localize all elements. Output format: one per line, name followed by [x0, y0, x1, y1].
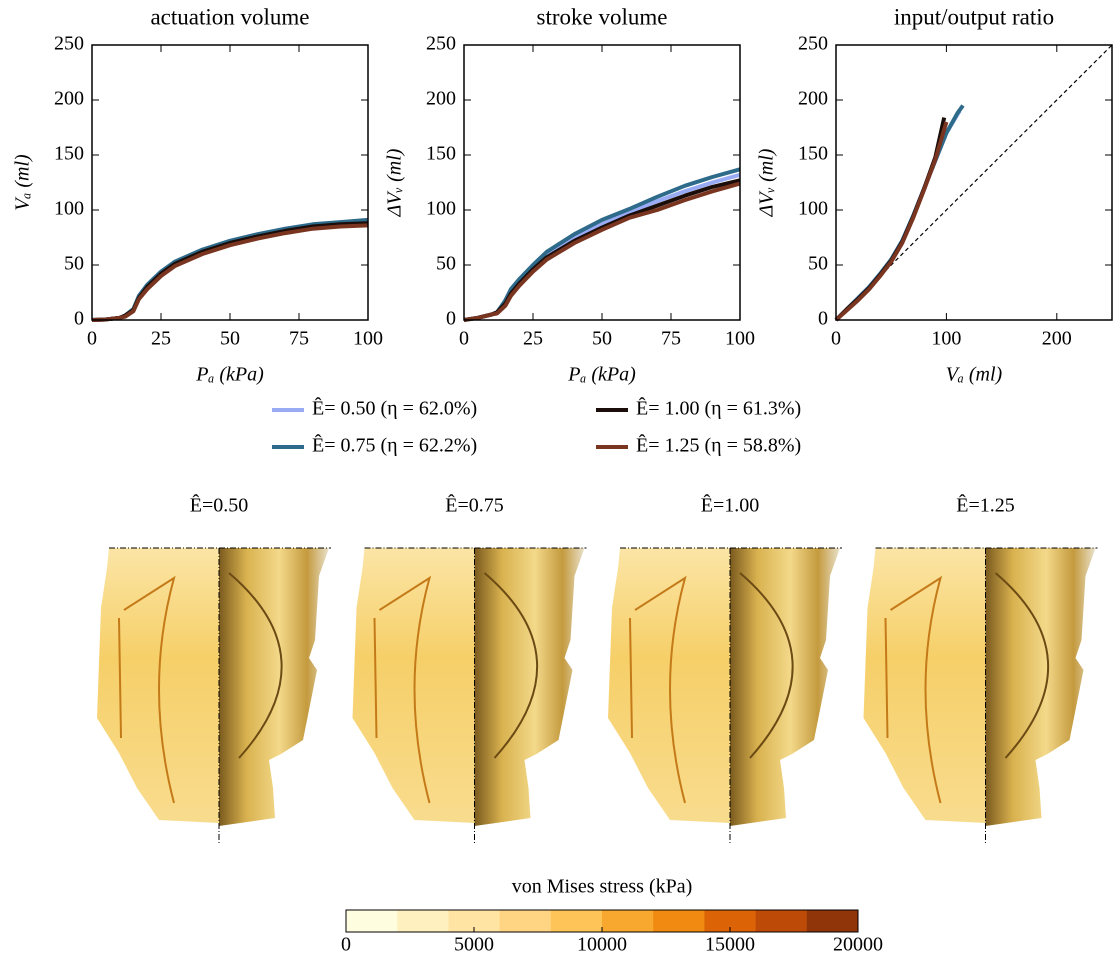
panel-title: Ê=1.25 [956, 494, 1015, 517]
colorbar-bin [551, 910, 603, 932]
legend-label: Ê= 0.50 (η = 62.0%) [312, 397, 477, 420]
chart-title: actuation volume [150, 4, 309, 29]
x-tick-label: 0 [87, 328, 97, 350]
colorbar-bin [397, 910, 449, 932]
x-tick-label: 50 [592, 328, 612, 350]
panel-title: Ê=1.00 [701, 494, 760, 517]
x-tick-label: 75 [289, 328, 309, 350]
data-line [92, 223, 368, 320]
x-tick-label: 25 [151, 328, 171, 350]
y-tick-label: 0 [74, 308, 84, 330]
y-tick-label: 200 [798, 88, 828, 110]
chart-title: input/output ratio [894, 4, 1054, 29]
y-tick-label: 50 [436, 253, 456, 275]
colorbar-tick-label: 5000 [454, 934, 494, 956]
y-axis-label: Vₐ (ml) [12, 154, 34, 211]
colorbar-bin [807, 910, 859, 932]
x-tick-label: 0 [459, 328, 469, 350]
y-tick-label: 200 [426, 88, 456, 110]
x-axis-label: Pₐ (kPa) [195, 364, 264, 386]
x-tick-label: 100 [931, 328, 961, 350]
y-tick-label: 100 [54, 198, 84, 220]
colorbar-bin [346, 910, 398, 932]
data-line [92, 220, 368, 320]
y-tick-label: 0 [818, 308, 828, 330]
panel-title: Ê=0.75 [445, 494, 504, 517]
panel-right [219, 548, 329, 826]
x-tick-label: 200 [1042, 328, 1072, 350]
x-axis-label: Vₐ (ml) [946, 364, 1003, 386]
data-line [836, 118, 944, 320]
legend-label: Ê= 1.25 (η = 58.8%) [636, 434, 801, 457]
y-axis-label: ΔVᵥ (ml) [756, 148, 778, 217]
colorbar-bin [756, 910, 808, 932]
panel-title: Ê=0.50 [190, 494, 249, 517]
legend-label: Ê= 0.75 (η = 62.2%) [312, 434, 477, 457]
panel-right [986, 548, 1096, 826]
x-tick-label: 25 [523, 328, 543, 350]
colorbar-bin [602, 910, 654, 932]
colorbar-tick-label: 20000 [833, 934, 883, 956]
y-axis-label: ΔVᵥ (ml) [384, 148, 406, 217]
y-tick-label: 150 [426, 143, 456, 165]
colorbar-title: von Mises stress (kPa) [512, 876, 693, 898]
y-tick-label: 250 [798, 33, 828, 55]
data-line [836, 122, 946, 320]
colorbar-tick-label: 0 [341, 934, 351, 956]
panel-right [475, 548, 585, 826]
plot-frame [92, 45, 368, 320]
x-tick-label: 100 [725, 328, 755, 350]
x-tick-label: 0 [831, 328, 841, 350]
y-tick-label: 150 [54, 143, 84, 165]
x-tick-label: 100 [353, 328, 383, 350]
y-tick-label: 200 [54, 88, 84, 110]
legend-label: Ê= 1.00 (η = 61.3%) [636, 397, 801, 420]
y-tick-label: 100 [426, 198, 456, 220]
y-tick-label: 250 [54, 33, 84, 55]
data-line [836, 106, 963, 321]
chart-title: stroke volume [537, 4, 668, 29]
figure: actuation volume Pₐ (kPa) Vₐ (ml) 0 25 50 75 10… [0, 0, 1114, 958]
y-tick-label: 150 [798, 143, 828, 165]
panel-right [730, 548, 840, 826]
colorbar-tick-label: 10000 [577, 934, 627, 956]
x-axis-label: Pₐ (kPa) [567, 364, 636, 386]
y-tick-label: 100 [798, 198, 828, 220]
x-tick-label: 50 [220, 328, 240, 350]
y-tick-label: 250 [426, 33, 456, 55]
x-tick-label: 75 [661, 328, 681, 350]
colorbar-bin [500, 910, 552, 932]
colorbar-tick-label: 15000 [705, 934, 755, 956]
y-tick-label: 0 [446, 308, 456, 330]
y-tick-label: 50 [64, 253, 84, 275]
y-tick-label: 50 [808, 253, 828, 275]
colorbar-bin [653, 910, 705, 932]
